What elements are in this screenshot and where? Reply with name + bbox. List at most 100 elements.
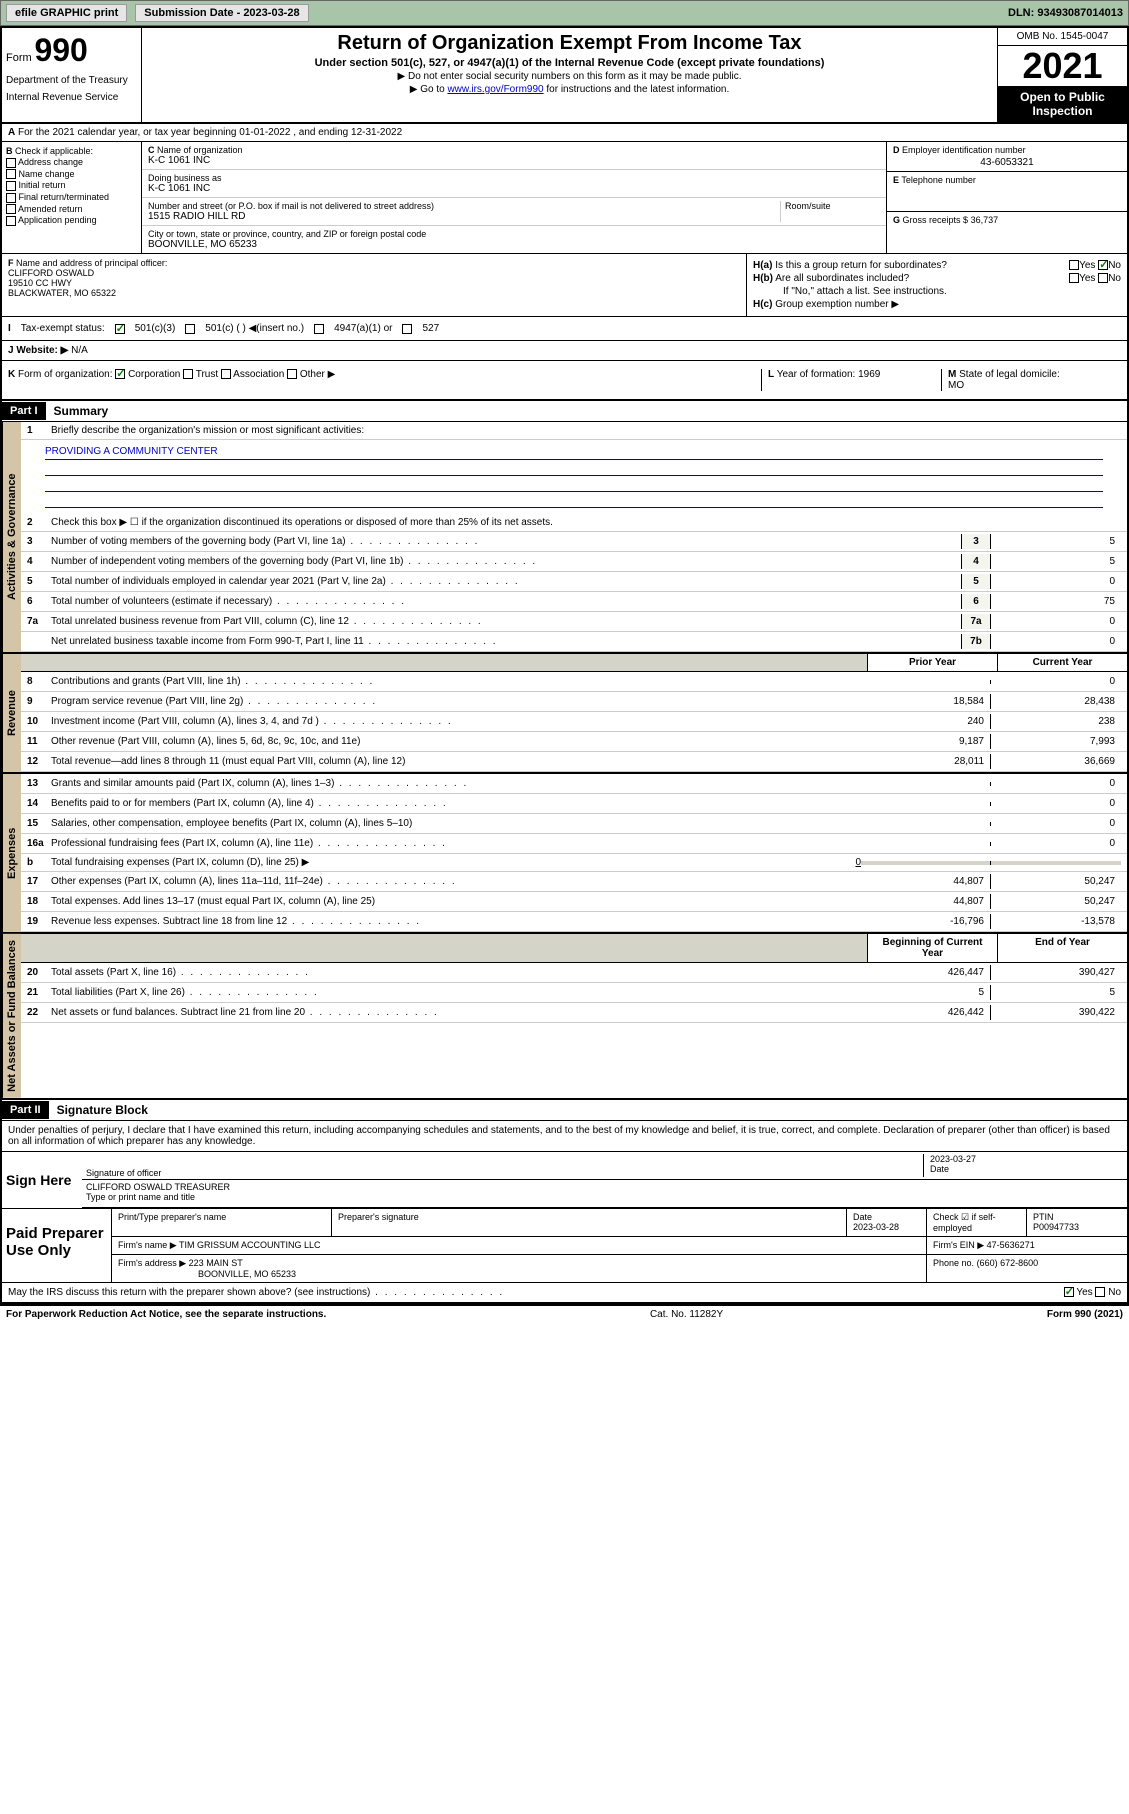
line18: 18Total expenses. Add lines 13–17 (must …: [21, 892, 1127, 912]
l-year: L Year of formation: 1969: [761, 369, 941, 391]
subtitle: Under section 501(c), 527, or 4947(a)(1)…: [150, 57, 989, 69]
line19: 19Revenue less expenses. Subtract line 1…: [21, 912, 1127, 932]
irs-label: Internal Revenue Service: [6, 92, 137, 103]
col-h: H(a) Is this a group return for subordin…: [747, 254, 1127, 316]
part2-header: Part II Signature Block: [2, 1100, 1127, 1121]
chk-final[interactable]: Final return/terminated: [6, 192, 137, 203]
chk-address[interactable]: Address change: [6, 157, 137, 168]
c-street: Number and street (or P.O. box if mail i…: [142, 198, 886, 226]
city: BOONVILLE, MO 65233: [148, 239, 257, 250]
chk-4947[interactable]: [314, 324, 324, 334]
mission-text: PROVIDING A COMMUNITY CENTER: [45, 446, 1103, 460]
chk-name[interactable]: Name change: [6, 169, 137, 180]
h-b: H(b) Are all subordinates included? Yes …: [753, 273, 1121, 284]
chk-pending[interactable]: Application pending: [6, 215, 137, 226]
line20: 20Total assets (Part X, line 16)426,4473…: [21, 963, 1127, 983]
dept-treasury: Department of the Treasury: [6, 75, 137, 86]
declaration: Under penalties of perjury, I declare th…: [2, 1121, 1127, 1152]
form990-link[interactable]: www.irs.gov/Form990: [447, 84, 543, 95]
h-a: H(a) Is this a group return for subordin…: [753, 260, 1121, 271]
org-name: K-C 1061 INC: [148, 155, 210, 166]
line2: 2Check this box ▶ ☐ if the organization …: [21, 514, 1127, 532]
firm-addr2: BOONVILLE, MO 65233: [118, 1269, 296, 1279]
part2-label: Part II: [2, 1101, 49, 1119]
chk-assoc[interactable]: [221, 369, 231, 379]
col-de: D Employer identification number 43-6053…: [887, 142, 1127, 253]
sign-here: Sign Here Signature of officer 2023-03-2…: [2, 1152, 1127, 1208]
chk-501c[interactable]: [185, 324, 195, 334]
paid-label: Paid Preparer Use Only: [2, 1209, 112, 1282]
dba-name: K-C 1061 INC: [148, 183, 210, 194]
header: Form 990 Department of the Treasury Inte…: [2, 28, 1127, 124]
line5: 5Total number of individuals employed in…: [21, 572, 1127, 592]
gross-receipts: 36,737: [971, 215, 999, 225]
footer: For Paperwork Reduction Act Notice, see …: [0, 1306, 1129, 1323]
cat-no: Cat. No. 11282Y: [326, 1309, 1047, 1320]
form-number: 990: [34, 32, 87, 68]
prep-name-label: Print/Type preparer's name: [112, 1209, 332, 1236]
activities-vlabel: Activities & Governance: [2, 422, 21, 652]
firm-name: TIM GRISSUM ACCOUNTING LLC: [179, 1240, 321, 1250]
row-a-text: For the 2021 calendar year, or tax year …: [18, 127, 402, 138]
h-note: If "No," attach a list. See instructions…: [753, 286, 1121, 297]
prep-sig-label: Preparer's signature: [332, 1209, 847, 1236]
line17: 17Other expenses (Part IX, column (A), l…: [21, 872, 1127, 892]
line7a: 7aTotal unrelated business revenue from …: [21, 612, 1127, 632]
line3: 3Number of voting members of the governi…: [21, 532, 1127, 552]
chk-corp[interactable]: [115, 369, 125, 379]
line11: 11Other revenue (Part VIII, column (A), …: [21, 732, 1127, 752]
line8: 8Contributions and grants (Part VIII, li…: [21, 672, 1127, 692]
chk-amended[interactable]: Amended return: [6, 204, 137, 215]
part1-title: Summary: [46, 401, 117, 421]
net-header: Beginning of Current Year End of Year: [21, 934, 1127, 963]
officer-addr2: BLACKWATER, MO 65322: [8, 288, 116, 298]
revenue-vlabel: Revenue: [2, 654, 21, 772]
line1: 1Briefly describe the organization's mis…: [21, 422, 1127, 440]
may-irs: May the IRS discuss this return with the…: [2, 1282, 1127, 1304]
officer-typed: CLIFFORD OSWALD TREASURER: [86, 1182, 230, 1192]
netassets-section: Net Assets or Fund Balances Beginning of…: [2, 934, 1127, 1100]
officer-name: CLIFFORD OSWALD: [8, 268, 94, 278]
line7b: Net unrelated business taxable income fr…: [21, 632, 1127, 652]
chk-527[interactable]: [402, 324, 412, 334]
row-j: J Website: ▶ N/A: [2, 341, 1127, 361]
top-bar: efile GRAPHIC print Submission Date - 20…: [0, 0, 1129, 26]
part1-header: Part I Summary: [2, 401, 1127, 422]
section-fh: F Name and address of principal officer:…: [2, 254, 1127, 317]
part1-label: Part I: [2, 402, 46, 420]
website: N/A: [71, 345, 88, 356]
submission-date-button[interactable]: Submission Date - 2023-03-28: [135, 4, 308, 22]
may-irs-yes[interactable]: [1064, 1287, 1074, 1297]
e-phone: E Telephone number: [887, 172, 1127, 212]
efile-print-button[interactable]: efile GRAPHIC print: [6, 4, 127, 22]
omb-number: OMB No. 1545-0047: [998, 28, 1127, 46]
expenses-section: Expenses 13Grants and similar amounts pa…: [2, 774, 1127, 934]
m-state: M State of legal domicile:MO: [941, 369, 1121, 391]
open-public: Open to Public Inspection: [998, 86, 1127, 122]
chk-trust[interactable]: [183, 369, 193, 379]
firm-phone: (660) 672-8600: [977, 1258, 1039, 1268]
chk-501c3[interactable]: [115, 324, 125, 334]
g-gross: G Gross receipts $ 36,737: [887, 212, 1127, 228]
line12: 12Total revenue—add lines 8 through 11 (…: [21, 752, 1127, 772]
sig-officer-label: Signature of officer: [86, 1168, 161, 1178]
h-c: H(c) Group exemption number ▶: [753, 299, 1121, 310]
chk-initial[interactable]: Initial return: [6, 180, 137, 191]
line4: 4Number of independent voting members of…: [21, 552, 1127, 572]
paperwork-notice: For Paperwork Reduction Act Notice, see …: [6, 1309, 326, 1320]
line14: 14Benefits paid to or for members (Part …: [21, 794, 1127, 814]
chk-other[interactable]: [287, 369, 297, 379]
line15: 15Salaries, other compensation, employee…: [21, 814, 1127, 834]
line22: 22Net assets or fund balances. Subtract …: [21, 1003, 1127, 1023]
row-a: A For the 2021 calendar year, or tax yea…: [2, 124, 1127, 142]
line16a: 16aProfessional fundraising fees (Part I…: [21, 834, 1127, 854]
activities-section: Activities & Governance 1Briefly describ…: [2, 422, 1127, 654]
line6: 6Total number of volunteers (estimate if…: [21, 592, 1127, 612]
line9: 9Program service revenue (Part VIII, lin…: [21, 692, 1127, 712]
expenses-vlabel: Expenses: [2, 774, 21, 932]
form-box: Form 990 Department of the Treasury Inte…: [2, 28, 142, 122]
line21: 21Total liabilities (Part X, line 26)55: [21, 983, 1127, 1003]
may-irs-no[interactable]: [1095, 1287, 1105, 1297]
year-box: OMB No. 1545-0047 2021 Open to Public In…: [997, 28, 1127, 122]
instruction-1: ▶ Do not enter social security numbers o…: [150, 71, 989, 82]
